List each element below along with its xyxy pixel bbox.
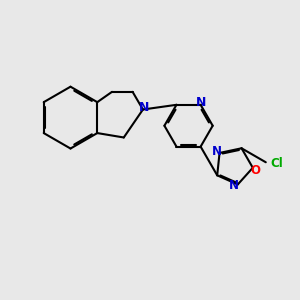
Text: N: N: [229, 179, 239, 192]
Text: N: N: [212, 145, 222, 158]
Text: N: N: [139, 101, 149, 114]
Text: Cl: Cl: [270, 157, 283, 170]
Text: N: N: [196, 96, 206, 109]
Text: O: O: [250, 164, 260, 177]
